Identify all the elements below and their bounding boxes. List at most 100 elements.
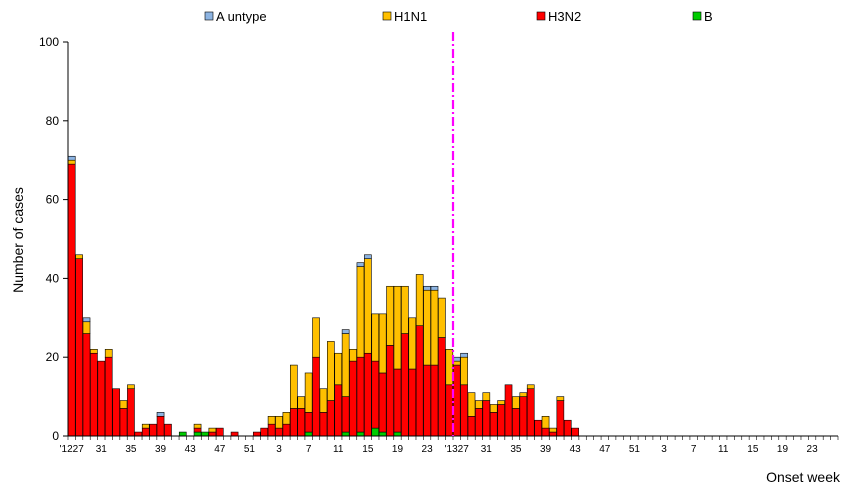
x-tick-label: '1227 (60, 444, 85, 455)
bar-h3n2 (230, 431, 239, 437)
x-tick-label: 23 (422, 444, 434, 455)
bar-h3n2 (260, 427, 269, 437)
bar-h3n2 (127, 388, 135, 437)
bar-h1n1 (541, 415, 550, 429)
bar-h3n2 (549, 431, 557, 437)
x-tick-label: 19 (777, 444, 789, 455)
bar-h3n2 (112, 388, 120, 437)
bar-h1n1 (497, 400, 505, 405)
bar-h3n2 (504, 384, 513, 437)
bar-h1n1 (193, 423, 202, 429)
bar-h3n2 (489, 412, 498, 437)
legend-swatch-a-untype (204, 11, 214, 21)
x-tick-label: 39 (155, 444, 167, 455)
y-tick-label: 80 (46, 114, 60, 128)
bar-h3n2 (334, 384, 343, 437)
bar-a-untype (423, 285, 431, 291)
bar-h1n1 (82, 321, 91, 334)
bar-h3n2 (430, 364, 439, 437)
bar-a-untype (452, 356, 461, 362)
bar-h1n1 (141, 423, 150, 429)
bar-h1n1 (526, 384, 535, 390)
bar-h1n1 (371, 313, 380, 362)
x-tick-label: 43 (185, 444, 197, 455)
bar-h1n1 (549, 427, 557, 433)
bar-h3n2 (519, 396, 528, 437)
bar-b (393, 431, 402, 437)
bar-h1n1 (556, 396, 565, 401)
bar-h1n1 (304, 372, 313, 413)
bar-h3n2 (193, 427, 202, 433)
y-tick-label: 0 (52, 429, 59, 443)
bar-b (371, 427, 380, 437)
legend-label-a-untype: A untype (216, 9, 267, 24)
legend-label-b: B (704, 9, 713, 24)
bar-h3n2 (156, 415, 165, 437)
bar-h1n1 (423, 289, 431, 366)
bar-h1n1 (415, 274, 424, 326)
bar-h3n2 (378, 372, 387, 433)
bar-h1n1 (334, 352, 343, 386)
bar-a-untype (430, 285, 439, 291)
bar-h1n1 (319, 388, 328, 413)
x-tick-label: 47 (599, 444, 611, 455)
bar-h3n2 (556, 400, 565, 437)
bar-h3n2 (75, 258, 83, 437)
bar-h3n2 (349, 360, 357, 437)
bar-h3n2 (282, 423, 291, 437)
bar-h1n1 (104, 349, 113, 358)
x-axis-title: Onset week (766, 469, 841, 485)
bar-h3n2 (267, 423, 276, 437)
x-tick-label: 7 (306, 444, 312, 455)
bar-h1n1 (401, 285, 409, 334)
bar-h3n2 (304, 412, 313, 433)
bar-h1n1 (356, 266, 365, 358)
bar-h1n1 (489, 404, 498, 413)
x-tick-label: 47 (214, 444, 226, 455)
bar-h3n2 (119, 408, 128, 437)
bar-h1n1 (386, 285, 394, 346)
bar-b (178, 431, 187, 437)
bar-h1n1 (438, 297, 446, 338)
bar-h3n2 (149, 423, 157, 437)
bar-h1n1 (282, 412, 291, 425)
y-tick-label: 40 (46, 271, 60, 285)
bar-h1n1 (267, 415, 276, 425)
bar-h1n1 (119, 400, 128, 409)
x-tick-label: 3 (661, 444, 667, 455)
bar-h3n2 (497, 404, 505, 437)
bar-b (304, 431, 313, 437)
bar-h3n2 (341, 396, 350, 433)
bar-h1n1 (289, 364, 298, 409)
bar-h3n2 (215, 427, 224, 437)
bar-h3n2 (356, 356, 365, 433)
x-tick-label: 7 (691, 444, 697, 455)
bar-h3n2 (467, 415, 476, 437)
bar-h1n1 (67, 159, 76, 165)
bar-a-untype (82, 317, 91, 323)
bar-h1n1 (512, 396, 520, 409)
bar-h1n1 (475, 400, 483, 409)
bar-h3n2 (541, 427, 550, 437)
bar-h3n2 (289, 408, 298, 437)
x-tick-label: 19 (392, 444, 404, 455)
bar-b (193, 431, 202, 437)
bar-h1n1 (467, 392, 476, 417)
bar-series-group (67, 155, 579, 437)
bar-h3n2 (571, 427, 579, 437)
bar-h3n2 (438, 337, 446, 437)
bar-h1n1 (127, 384, 135, 390)
bar-b (201, 431, 209, 437)
bar-h3n2 (526, 388, 535, 437)
bar-h3n2 (415, 325, 424, 437)
bar-h3n2 (452, 364, 461, 437)
bar-h3n2 (364, 352, 372, 437)
bar-h3n2 (104, 356, 113, 437)
bar-b (341, 431, 350, 437)
bar-a-untype (356, 262, 365, 267)
bar-h1n1 (275, 415, 283, 429)
bar-h1n1 (341, 333, 350, 397)
bar-h1n1 (482, 392, 491, 401)
x-tick-label: 3 (276, 444, 282, 455)
